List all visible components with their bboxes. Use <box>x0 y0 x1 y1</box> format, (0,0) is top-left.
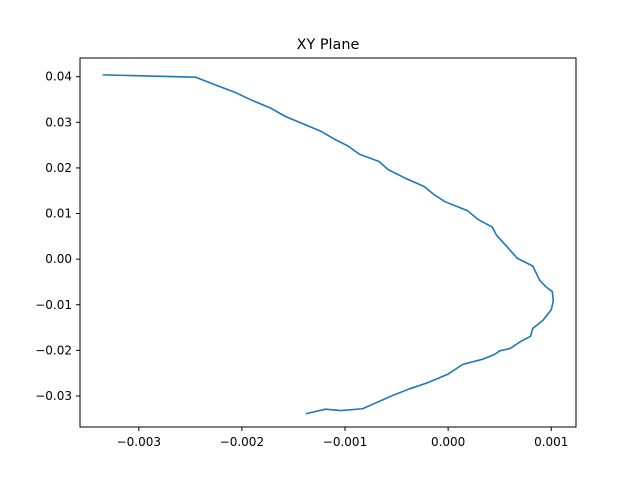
axes-frame <box>79 57 577 428</box>
x-tick-label: −0.002 <box>220 435 264 449</box>
y-tick-label: 0.01 <box>45 207 72 221</box>
y-tick-label: −0.02 <box>35 343 72 357</box>
x-axis: −0.003 −0.002 −0.001 0.000 0.001 <box>117 427 568 449</box>
y-tick-label: 0.03 <box>45 115 72 129</box>
y-axis: 0.04 0.03 0.02 0.01 0.00 −0.01 −0.02 −0.03 <box>35 70 80 403</box>
y-tick-label: −0.03 <box>35 389 72 403</box>
plot-area <box>102 74 555 415</box>
x-tick-label: 0.000 <box>431 435 465 449</box>
y-tick-label: 0.04 <box>45 70 72 84</box>
y-tick-label: 0.02 <box>45 161 72 175</box>
x-tick-label: −0.003 <box>117 435 161 449</box>
x-tick-label: 0.001 <box>534 435 568 449</box>
series-line-0 <box>102 74 555 415</box>
x-tick-label: −0.001 <box>323 435 367 449</box>
y-tick-label: −0.01 <box>35 298 72 312</box>
y-tick-label: 0.00 <box>45 252 72 266</box>
chart-title: XY Plane <box>297 37 360 53</box>
